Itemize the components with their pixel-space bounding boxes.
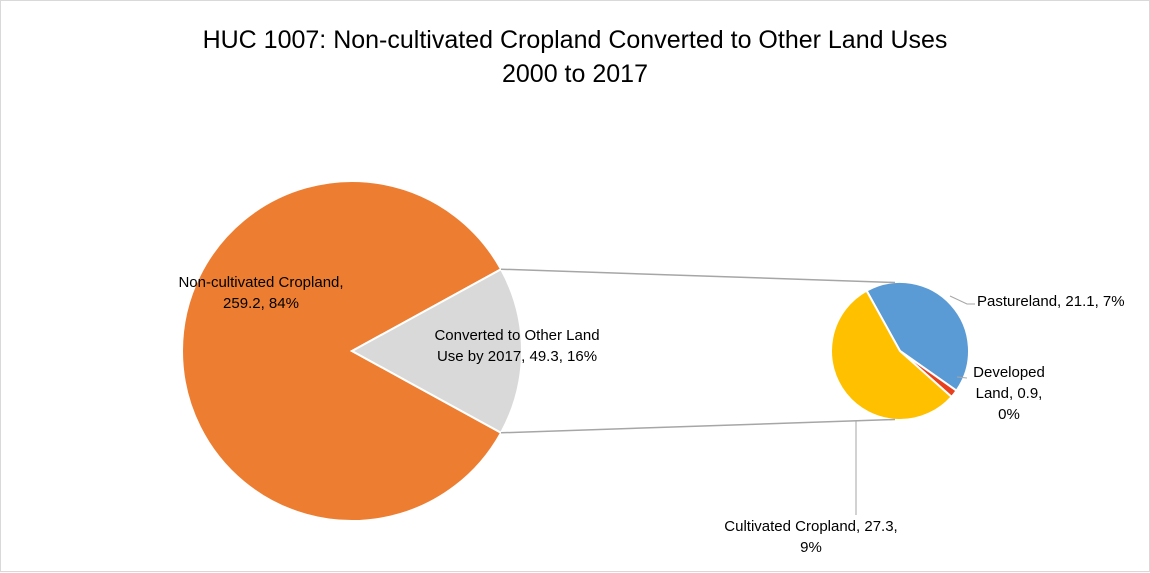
data-label-non-cultivated-cropland: Non-cultivated Cropland, 259.2, 84% — [178, 274, 343, 312]
data-label-pastureland: Pastureland, 21.1, 7% — [977, 293, 1125, 310]
connector-line-bottom — [500, 418, 896, 434]
pie-slice-converted-to-other-land-use — [349, 267, 523, 435]
data-label-converted-to-other-land-use: Converted to Other Land Use by 2017, 49.3… — [434, 327, 599, 365]
leader-line-pastureland — [949, 295, 975, 305]
leader-line-developed-land — [956, 376, 968, 379]
pie-slice-non-cultivated-cropland — [181, 180, 503, 522]
pie-slice-cultivated-cropland — [830, 289, 953, 421]
connector-line-top — [500, 268, 896, 284]
chart-subtitle: 2000 to 2017 — [502, 60, 648, 88]
data-label-cultivated-cropland: Cultivated Cropland, 27.3, 9% — [724, 518, 897, 556]
pie-slice-pastureland — [865, 281, 970, 393]
data-label-developed-land: Developed Land, 0.9, 0% — [973, 364, 1045, 423]
chart-title: HUC 1007: Non-cultivated Cropland Conver… — [202, 26, 948, 54]
